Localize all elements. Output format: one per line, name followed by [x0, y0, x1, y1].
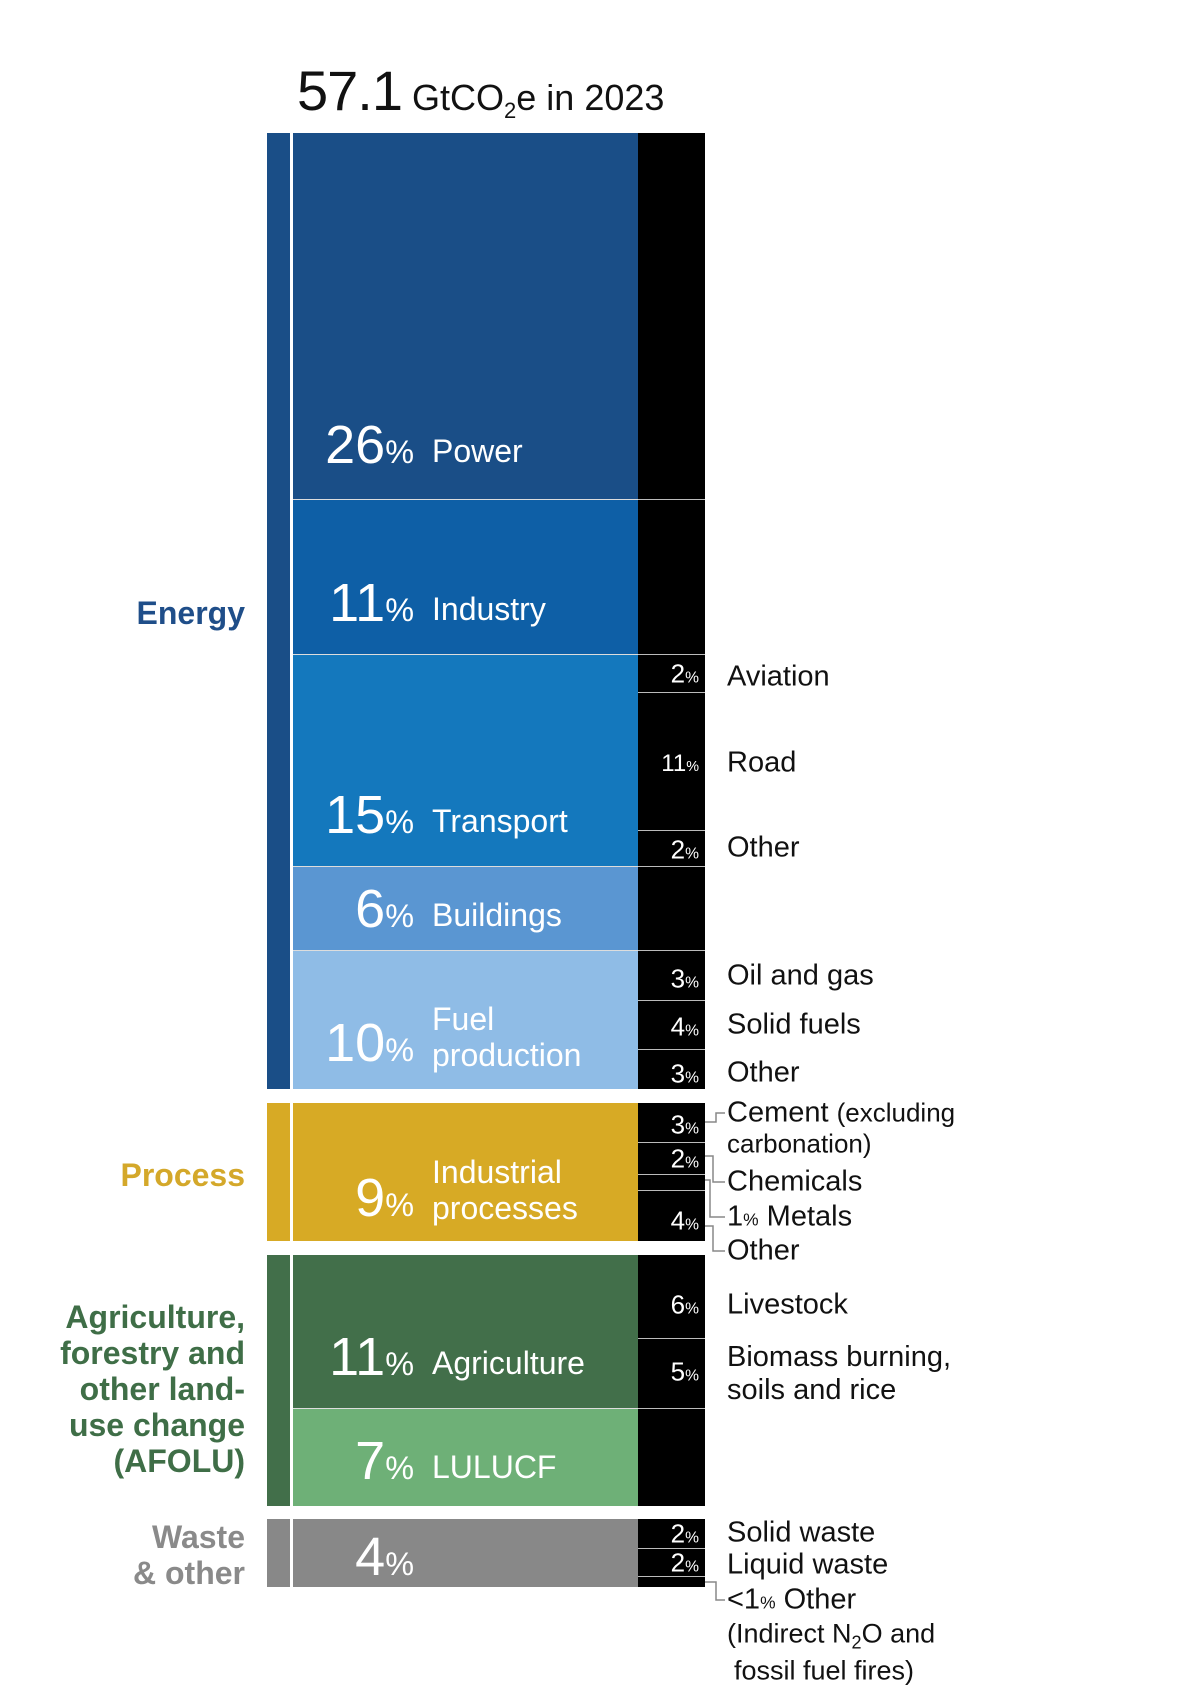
group-label-energy: Energy [136, 595, 245, 631]
sub-industry [638, 499, 705, 654]
process-group-bar [267, 1103, 290, 1241]
sub-cement: 3% [638, 1103, 705, 1142]
sub-aviation: 2% [638, 654, 705, 692]
segment-transport: 15% Transport [293, 654, 638, 866]
label-transport-other: Other [727, 831, 800, 864]
label-waste-other-note: (Indirect N2O and [727, 1618, 936, 1653]
sub-solid-fuels: 4% [638, 1000, 705, 1049]
group-label-process: Process [120, 1157, 245, 1193]
connector-metals [705, 1179, 725, 1218]
sub-waste-other [638, 1576, 705, 1587]
connector-waste-other [705, 1581, 725, 1601]
sub-fuel-other: 3% [638, 1049, 705, 1089]
label-biomass: Biomass burning, soils and rice [727, 1341, 952, 1406]
label-fuel-other: Other [727, 1056, 800, 1089]
sub-biomass: 5% [638, 1338, 705, 1408]
connector-chemicals [705, 1155, 725, 1183]
sub-solid-waste: 2% [638, 1519, 705, 1549]
label-solid-fuels: Solid fuels [727, 1008, 861, 1041]
connector-process-other [705, 1225, 725, 1252]
label-aviation: Aviation [727, 660, 830, 693]
sub-chemicals: 2% [638, 1142, 705, 1174]
sub-road: 11% [638, 692, 705, 830]
label-oil-gas: Oil and gas [727, 959, 874, 992]
sub-lulucf [638, 1408, 705, 1506]
label-cement: Cement (excluding [727, 1096, 956, 1129]
sub-livestock: 6% [638, 1255, 705, 1338]
group-label-waste: Waste & other [133, 1519, 245, 1591]
connector-cement [705, 1112, 725, 1123]
segment-power: 26% Power [293, 133, 638, 499]
label-chemicals: Chemicals [727, 1165, 863, 1198]
sub-process-other: 4% [638, 1190, 705, 1241]
segment-waste: 4% [293, 1519, 638, 1587]
sub-buildings [638, 866, 705, 950]
label-metals: 1% Metals [727, 1200, 853, 1233]
sub-power [638, 133, 705, 499]
label-waste-other-note2: fossil fuel fires) [734, 1655, 915, 1686]
segment-buildings: 6% Buildings [293, 866, 638, 950]
afolu-group-bar [267, 1255, 290, 1506]
sub-transport-other: 2% [638, 830, 705, 866]
sub-oil-gas: 3% [638, 950, 705, 1000]
label-livestock: Livestock [727, 1288, 848, 1321]
label-process-other: Other [727, 1234, 800, 1267]
label-road: Road [727, 746, 797, 779]
segment-lulucf: 7% LULUCF [293, 1408, 638, 1506]
segment-industry: 11% Industry [293, 499, 638, 654]
sub-liquid-waste: 2% [638, 1548, 705, 1578]
waste-group-bar [267, 1519, 290, 1587]
segment-fuel-production: 10% Fuel production [293, 950, 638, 1089]
sub-metals [638, 1174, 705, 1190]
label-solid-waste: Solid waste [727, 1516, 876, 1549]
label-waste-other: <1% Other [727, 1583, 857, 1616]
label-liquid-waste: Liquid waste [727, 1548, 889, 1581]
group-label-afolu: Agriculture, forestry and other land-use c… [60, 1299, 245, 1479]
segment-industrial-processes: 9% Industrial processes [293, 1103, 638, 1241]
label-cement-note: carbonation) [727, 1128, 872, 1159]
segment-agriculture: 11% Agriculture [293, 1255, 638, 1408]
chart-title: 57.1 GtCO2e in 2023 [297, 59, 665, 124]
energy-group-bar [267, 133, 290, 1089]
